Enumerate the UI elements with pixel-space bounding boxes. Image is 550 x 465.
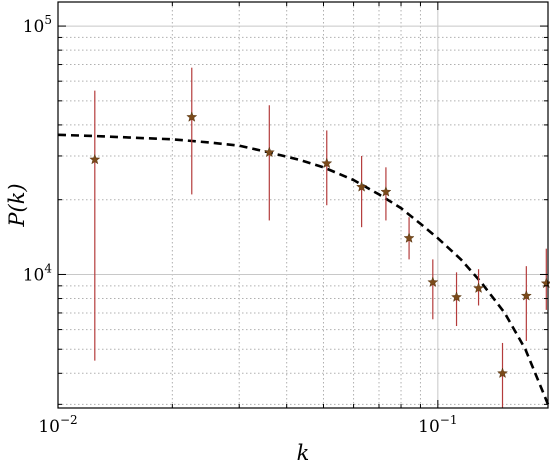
x-axis-label: k [297,441,310,465]
data-point-star [186,111,198,122]
x-tick-label: 10−2 [38,413,77,437]
y-tick-label: 105 [23,13,52,37]
data-point-star [451,291,463,302]
x-tick-label: 10−1 [418,413,457,437]
grid [57,2,548,408]
data-point-star [380,186,392,197]
plot-frame [57,1,549,409]
data-point-star [356,181,368,192]
data-point-star [427,276,439,287]
y-axis-label: P(k) [5,183,29,227]
data-point-star [263,146,275,158]
data-point-star [403,232,415,243]
tick-labels: 10−2 10−1 104 105 [23,13,458,437]
data-point-star [321,157,333,169]
tick-marks [57,2,548,408]
data-point-layer [89,111,550,378]
model-curve [57,133,550,405]
data-point-star [520,290,532,301]
data-point-star [497,367,508,378]
model-curve-layer [57,133,550,405]
data-point-star [473,282,485,293]
y-tick-label: 104 [23,261,53,285]
errorbar-layer [94,67,547,408]
data-point-star [89,153,101,165]
